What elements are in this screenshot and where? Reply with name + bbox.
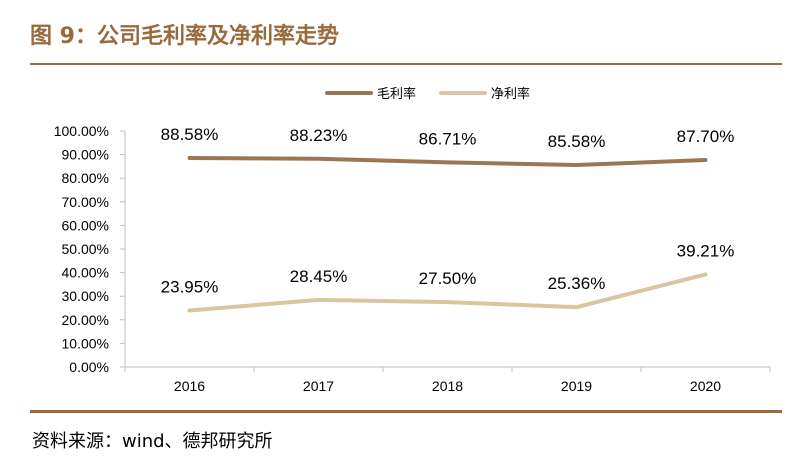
- y-tick-label: 40.00%: [62, 265, 109, 281]
- y-tick-label: 80.00%: [62, 170, 109, 186]
- x-tick-label: 2020: [690, 378, 721, 394]
- y-tick-label: 0.00%: [69, 359, 109, 375]
- data-label: 28.45%: [290, 267, 348, 286]
- x-tick-label: 2016: [174, 378, 205, 394]
- data-label: 23.95%: [161, 277, 219, 296]
- y-tick-label: 50.00%: [62, 241, 109, 257]
- y-tick-label: 30.00%: [62, 288, 109, 304]
- y-axis: 0.00% 10.00% 20.00% 30.00% 40.00% 50.00% 60.00…: [54, 123, 126, 375]
- legend-label-1: 净利率: [491, 86, 530, 102]
- data-label: 27.50%: [419, 269, 477, 288]
- source-note: 资料来源：wind、德邦研究所: [32, 431, 273, 452]
- data-label: 88.23%: [290, 126, 348, 145]
- figure-title: 图 9：公司毛利率及净利率走势: [30, 24, 339, 49]
- y-tick-label: 90.00%: [62, 147, 109, 163]
- data-label: 39.21%: [677, 241, 735, 260]
- x-tick-label: 2018: [432, 378, 463, 394]
- series-layer: 88.58% 88.23% 86.71% 85.58% 87.70% 23.95% 28.4…: [161, 125, 735, 313]
- data-label: 86.71%: [419, 129, 477, 148]
- x-tick-label: 2017: [303, 378, 334, 394]
- x-axis: 2016 2017 2018 2019 2020: [124, 366, 771, 394]
- data-label: 85.58%: [548, 132, 606, 151]
- legend: 毛利率 净利率: [325, 86, 530, 102]
- y-tick-label: 70.00%: [62, 194, 109, 210]
- y-tick-label: 10.00%: [62, 335, 109, 351]
- data-label: 87.70%: [677, 127, 735, 146]
- legend-label-0: 毛利率: [377, 86, 416, 102]
- data-label: 88.58%: [161, 125, 219, 144]
- y-tick-label: 20.00%: [62, 312, 109, 328]
- x-tick-label: 2019: [561, 378, 592, 394]
- y-tick-label: 100.00%: [54, 123, 109, 139]
- data-label: 25.36%: [548, 274, 606, 293]
- line-chart: 毛利率 净利率 0.00% 10.00% 20.00% 30.00% 40.00% 50.0…: [54, 86, 771, 394]
- source-rule: [30, 410, 782, 413]
- title-rule: [30, 63, 782, 65]
- series-line-0: [187, 155, 708, 168]
- y-tick-label: 60.00%: [62, 217, 109, 233]
